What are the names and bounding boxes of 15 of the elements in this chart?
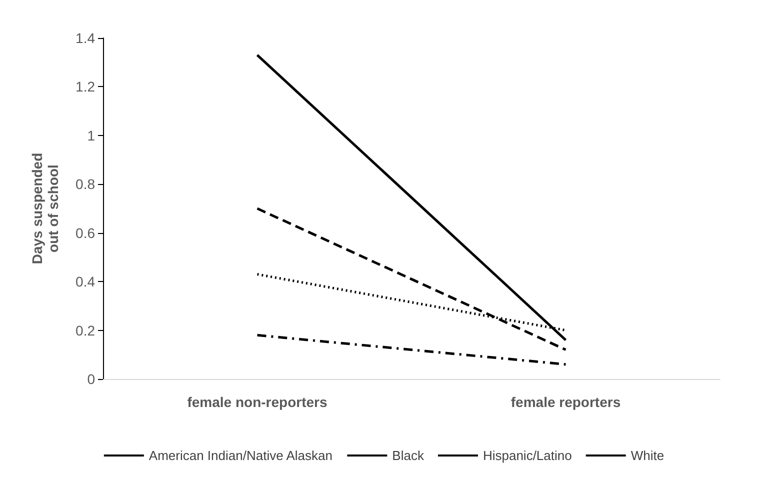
y-tick-label: 1.2 xyxy=(76,78,96,95)
x-tick-label: female reporters xyxy=(510,394,621,410)
y-tick-label: 0.8 xyxy=(76,176,96,192)
y-tick-label: 0.6 xyxy=(76,224,96,241)
y-tick-label: 0 xyxy=(87,371,96,387)
y-axis-title: Days suspended out of school xyxy=(29,152,61,264)
legend-label: American Indian/Native Alaskan xyxy=(148,448,332,463)
legend-label: Hispanic/Latino xyxy=(482,448,572,463)
legend-label: White xyxy=(630,448,664,463)
x-tick-label: female non-reporters xyxy=(187,394,328,410)
y-tick-label: 1.4 xyxy=(76,30,96,46)
y-tick-label: 0.2 xyxy=(76,322,96,338)
y-tick-label: 1 xyxy=(87,127,96,144)
legend-label: Black xyxy=(392,448,424,463)
y-tick-label: 0.4 xyxy=(76,274,96,290)
